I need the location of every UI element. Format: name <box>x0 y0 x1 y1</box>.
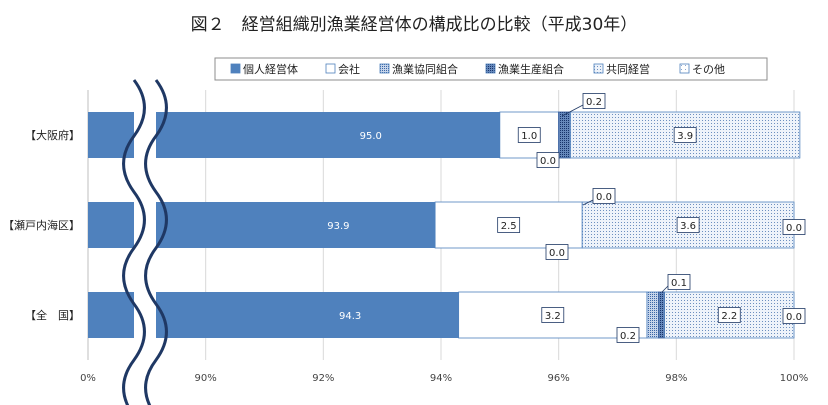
legend-swatch <box>325 63 336 74</box>
label-text: 0.0 <box>549 248 565 259</box>
legend-item-4: 漁業生産組合 <box>485 62 564 76</box>
legend-item-2: 会社 <box>325 62 360 76</box>
bar-大阪府-series-2 <box>499 111 560 159</box>
legend-label: その他 <box>692 63 725 76</box>
legend-item-6: その他 <box>679 63 725 76</box>
label-box <box>582 93 606 109</box>
data-label-全国-series-6: 0.0 <box>782 308 806 324</box>
x-tick-90pct: 90% <box>195 373 217 384</box>
label-text: 0.1 <box>671 278 687 289</box>
label-box <box>497 217 521 233</box>
data-label-瀬戸内海区-series-4: 0.0 <box>582 188 616 206</box>
label-text: 2.2 <box>721 311 737 322</box>
data-labels: 95.0 1.0 0.0 0.2 3.9 93.9 2.5 0.0 0.0 3.6 0.0 94.3 3… <box>327 93 806 343</box>
label-box <box>545 244 569 260</box>
legend-label: 個人経営体 <box>243 62 298 76</box>
data-label-瀬戸内海区-series-5: 3.6 <box>676 217 700 233</box>
data-label-全国-series-4: 0.1 <box>661 274 691 293</box>
category-label-全国: 【全 国】 <box>25 308 80 322</box>
label-box <box>536 152 560 168</box>
legend-label: 漁業協同組合 <box>392 62 458 76</box>
label-box <box>667 274 691 290</box>
label-box <box>782 219 806 235</box>
label-text: 1.0 <box>521 131 537 142</box>
label-text: 0.0 <box>540 156 556 167</box>
label-box <box>782 308 806 324</box>
data-label-大阪府-series-3: 0.0 <box>536 152 560 168</box>
label-box <box>676 217 700 233</box>
label-text: 3.6 <box>680 221 696 232</box>
x-tick-labels: 0% 90% 92% 94% 96% 98% 100% <box>80 373 808 384</box>
label-text: 3.2 <box>545 311 561 322</box>
data-label-大阪府-series-4: 0.2 <box>561 93 606 117</box>
leader-line <box>582 199 594 206</box>
legend-label: 共同経営 <box>606 62 650 76</box>
x-tick-98pct: 98% <box>665 373 687 384</box>
data-label-全国-series-5: 2.2 <box>717 307 741 323</box>
data-label-大阪府-series-1: 95.0 <box>360 131 382 142</box>
data-label-瀬戸内海区-series-3: 0.0 <box>545 244 569 260</box>
legend-swatch <box>485 63 496 74</box>
legend: 個人経営体 会社 漁業協同組合 漁業生産組合 共同経営 その他 <box>214 57 768 81</box>
legend-swatch <box>593 63 604 74</box>
chart-title: 図２ 経営組織別漁業経営体の構成比の比較（平成30年） <box>191 15 638 35</box>
data-label-瀬戸内海区-series-2: 2.5 <box>497 217 521 233</box>
label-box <box>673 127 697 143</box>
label-text: 95.0 <box>360 131 382 142</box>
data-label-瀬戸内海区-series-1: 93.9 <box>327 221 349 232</box>
x-tick-92pct: 92% <box>312 373 334 384</box>
label-text: 0.0 <box>786 223 802 234</box>
category-label-瀬戸内海区: 【瀬戸内海区】 <box>3 218 80 232</box>
label-text: 94.3 <box>339 311 361 322</box>
bar-全国-series-4 <box>658 291 665 339</box>
bars <box>88 111 801 339</box>
legend-swatch <box>379 63 390 74</box>
break-line-right <box>144 79 168 405</box>
label-box <box>592 188 616 204</box>
legend-item-5: 共同経営 <box>593 62 650 76</box>
data-label-瀬戸内海区-series-6: 0.0 <box>782 219 806 235</box>
label-text: 93.9 <box>327 221 349 232</box>
data-label-大阪府-series-5: 3.9 <box>673 127 697 143</box>
leader-line <box>561 104 584 117</box>
label-text: 0.0 <box>596 192 612 203</box>
label-text: 3.9 <box>677 131 693 142</box>
x-tick-0pct: 0% <box>80 373 96 384</box>
label-box <box>616 327 640 343</box>
x-tick-94pct: 94% <box>430 373 452 384</box>
legend-swatch <box>230 63 241 74</box>
data-label-全国-series-1: 94.3 <box>339 311 361 322</box>
legend-swatch <box>679 63 690 74</box>
bar-大阪府-series-4 <box>558 111 571 159</box>
label-box <box>517 127 541 143</box>
break-line-left <box>122 79 146 405</box>
category-label-大阪府: 【大阪府】 <box>25 128 80 142</box>
data-label-大阪府-series-2: 1.0 <box>517 127 541 143</box>
legend-item-3: 漁業協同組合 <box>379 62 458 76</box>
label-text: 0.0 <box>786 312 802 323</box>
x-tick-96pct: 96% <box>548 373 570 384</box>
category-labels: 【大阪府】【瀬戸内海区】【全 国】 <box>3 128 80 322</box>
label-box <box>541 307 565 323</box>
leader-line <box>661 285 669 293</box>
x-tick-100pct: 100% <box>780 373 809 384</box>
label-text: 2.5 <box>501 221 517 232</box>
label-text: 0.2 <box>586 97 602 108</box>
data-label-全国-series-3: 0.2 <box>616 327 640 343</box>
label-text: 0.2 <box>620 331 636 342</box>
data-label-全国-series-2: 3.2 <box>541 307 565 323</box>
axis-break-mark <box>122 79 168 405</box>
bar-全国-series-3 <box>646 291 660 339</box>
label-box <box>717 307 741 323</box>
legend-item-1: 個人経営体 <box>230 62 298 76</box>
legend-label: 漁業生産組合 <box>498 62 564 76</box>
legend-label: 会社 <box>338 62 360 76</box>
